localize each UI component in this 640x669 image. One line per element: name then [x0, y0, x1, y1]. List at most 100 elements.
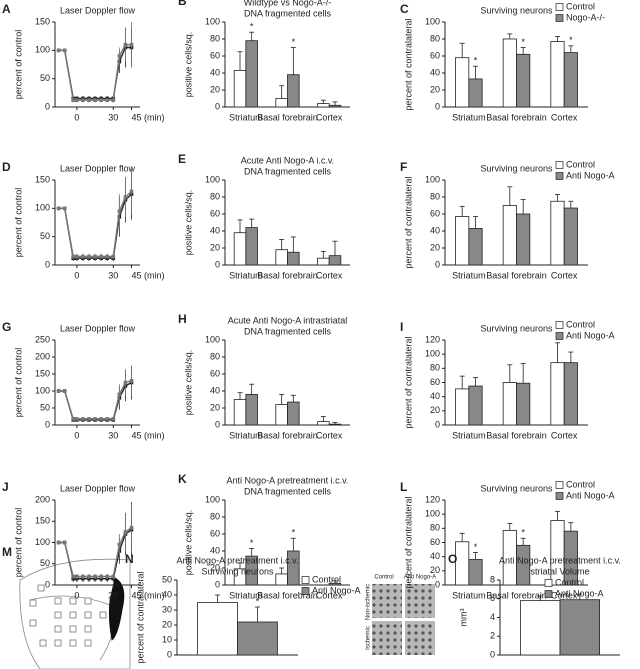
y-tick-label: 40	[210, 225, 220, 235]
chart-title: Wildtype vs Nogo-A-/-	[244, 0, 332, 7]
marker	[93, 417, 97, 421]
bar	[197, 602, 238, 656]
marker	[111, 417, 116, 421]
y-tick-label: 0	[215, 101, 220, 111]
marker	[81, 254, 85, 259]
legend-label: Control	[555, 577, 584, 587]
legend-label: Nogo-A-/-	[566, 12, 605, 22]
panel-label: A	[2, 2, 11, 16]
panel-label: D	[2, 160, 11, 174]
y-tick-label: 100	[425, 509, 440, 519]
chart-subtitle: striatal Volume	[530, 566, 589, 576]
bar	[516, 382, 531, 426]
y-axis-label: positive cells/sq.	[183, 350, 193, 416]
micrograph	[372, 621, 402, 655]
marker	[111, 574, 116, 579]
chart-subtitle: Surviving neurons	[201, 566, 274, 576]
x-tick-label: 45 (min)	[132, 112, 165, 122]
marker	[123, 530, 128, 534]
y-tick-label: 200	[35, 351, 50, 361]
y-tick-label: 40	[210, 67, 220, 77]
x-tick-label: Basal forebrain	[257, 430, 318, 440]
bar	[233, 399, 247, 426]
marker	[99, 574, 103, 579]
y-tick-label: 6	[490, 593, 495, 603]
micrograph-column-label: Anti Nogo-A	[404, 575, 436, 581]
marker	[93, 574, 97, 579]
micrograph	[405, 621, 435, 655]
bar	[550, 200, 565, 266]
bar	[559, 599, 600, 656]
y-tick-label: 50	[40, 231, 50, 241]
micrographs: Control Anti Nogo-A Non-ischemic Ischemi…	[366, 575, 436, 655]
bar	[245, 40, 258, 108]
x-tick-label: Striatum	[452, 590, 486, 600]
y-tick-label: 40	[430, 391, 440, 401]
panel-label: F	[400, 160, 407, 174]
bar	[245, 227, 258, 266]
y-tick-label: 60	[430, 50, 440, 60]
y-tick-label: 50	[40, 558, 50, 568]
marker	[87, 254, 91, 259]
legend-swatch	[555, 161, 564, 169]
y-axis-label: positive cells/sq.	[183, 190, 193, 256]
marker	[111, 254, 116, 259]
marker	[71, 254, 76, 259]
chart-title: Acute Anti Nogo-A i.c.v.	[241, 155, 334, 165]
y-tick-label: 60	[210, 208, 220, 218]
significance: *	[474, 542, 478, 552]
y-tick-label: 0	[45, 579, 50, 589]
chart-title: Surviving neurons	[480, 323, 553, 333]
bar	[455, 57, 470, 108]
x-tick-label: 45 (min)	[132, 430, 165, 440]
x-tick-label: Basal forebrain	[257, 112, 318, 122]
bar	[468, 559, 483, 586]
y-tick-label: 40	[430, 225, 440, 235]
y-axis-label: percent of control	[13, 188, 23, 258]
y-tick-label: 0	[435, 259, 440, 269]
x-tick-label: 0	[74, 112, 79, 122]
marker	[75, 574, 79, 579]
y-tick-label: 0	[45, 101, 50, 111]
x-tick-label: Cortex	[551, 430, 578, 440]
marker	[105, 98, 110, 102]
bar	[563, 362, 578, 426]
legend-swatch	[555, 321, 564, 329]
y-tick-label: 80	[430, 33, 440, 43]
significance: *	[256, 596, 260, 606]
y-tick-label: 20	[210, 84, 220, 94]
y-tick-label: 80	[430, 363, 440, 373]
y-tick-label: 20	[430, 242, 440, 252]
x-tick-label: Basal forebrain	[257, 590, 318, 600]
y-tick-label: 0	[215, 579, 220, 589]
y-tick-label: 20	[210, 242, 220, 252]
legend-label: Anti Nogo-A	[566, 330, 615, 340]
chart-title: Laser Doppler flow	[60, 323, 136, 333]
line	[58, 380, 132, 420]
legend-swatch	[555, 481, 564, 489]
marker	[75, 98, 79, 102]
y-tick-label: 8	[490, 574, 495, 584]
y-tick-label: 100	[425, 349, 440, 359]
y-axis-label: percent of contralateral	[135, 571, 145, 663]
marker	[93, 98, 97, 102]
marker	[129, 189, 134, 194]
marker	[87, 98, 91, 102]
y-tick-label: 120	[425, 334, 440, 344]
chart-subtitle: DNA fragmented cells	[244, 326, 332, 336]
x-tick-label: 0	[74, 270, 79, 280]
y-tick-label: 20	[430, 84, 440, 94]
x-tick-label: 30	[108, 112, 118, 122]
y-tick-label: 150	[35, 16, 50, 26]
panel-label: L	[400, 480, 407, 494]
chart-subtitle: DNA fragmented cells	[244, 486, 332, 496]
y-tick-label: 20	[210, 402, 220, 412]
y-tick-label: 0	[45, 419, 50, 429]
bar	[275, 98, 288, 108]
marker	[117, 209, 122, 213]
y-tick-label: 50	[162, 574, 172, 584]
y-tick-label: 100	[35, 203, 50, 213]
y-tick-label: 80	[210, 351, 220, 361]
marker	[99, 417, 103, 421]
